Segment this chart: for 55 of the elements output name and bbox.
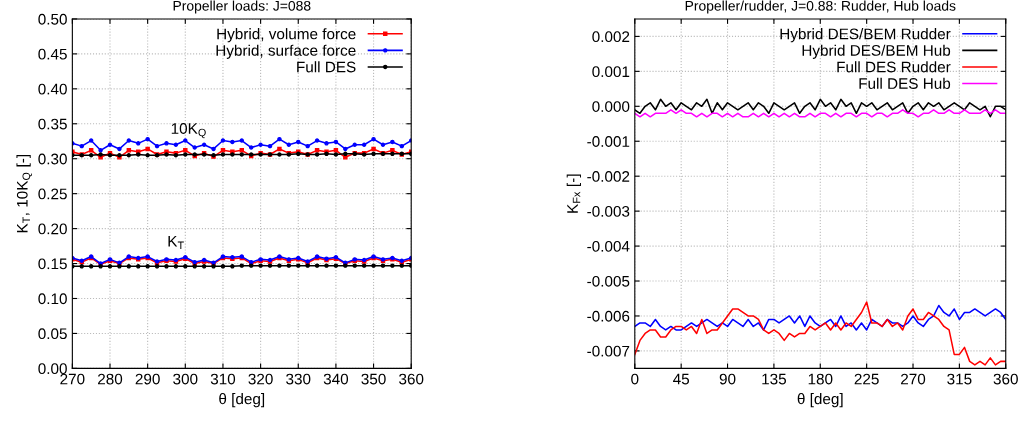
x-tick-label: 225 — [854, 373, 879, 385]
y-tick-label: 0.50 — [38, 13, 67, 25]
y-axis-title: K$_{T}$, 10K$_{Q}$ [-] — [16, 155, 32, 233]
x-tick-label: 135 — [762, 373, 787, 385]
y-tick-label: -0.006 — [587, 310, 630, 322]
x-tick-label: 300 — [173, 373, 198, 385]
x-tick-label: 330 — [286, 373, 311, 385]
y-tick-label: -0.005 — [587, 275, 630, 287]
legend-label: Hybrid, volume force — [217, 28, 356, 43]
y-tick-label: 0.20 — [38, 223, 67, 235]
annotation: 10K$_{Q}$ — [171, 123, 206, 139]
x-axis-title: θ [deg] — [219, 393, 265, 408]
y-tick-label: -0.007 — [587, 345, 630, 357]
legend-label: Full DES — [297, 61, 356, 73]
annotation: K$_{T}$ — [168, 235, 184, 249]
x-axis-title: θ [deg] — [797, 393, 843, 408]
y-axis-title: K$_{Fx}$ [-] — [566, 174, 581, 213]
x-tick-label: 290 — [135, 373, 160, 385]
y-tick-label: -0.004 — [587, 240, 630, 252]
legend-label: Hybrid DES/BEM Hub — [802, 44, 951, 59]
x-tick-label: 360 — [993, 373, 1018, 385]
chart-title: Propeller loads: J=088 — [173, 0, 311, 14]
y-tick-label: 0.000 — [592, 101, 630, 112]
x-tick-label: 350 — [361, 373, 386, 385]
x-tick-label: 315 — [947, 373, 972, 385]
y-tick-label: 0.002 — [592, 31, 630, 43]
chart-title: Propeller/rudder, J=0.88: Rudder, Hub loads — [685, 0, 956, 14]
y-tick-label: 0.05 — [38, 328, 67, 340]
x-tick-label: 45 — [673, 373, 690, 385]
y-tick-label: 0.45 — [38, 48, 67, 60]
y-tick-label: -0.002 — [587, 171, 630, 182]
y-tick-label: 0.10 — [38, 293, 67, 305]
y-tick-label: 0.001 — [592, 66, 630, 78]
x-tick-label: 280 — [98, 373, 123, 385]
x-tick-label: 270 — [60, 373, 85, 385]
y-tick-label: 0.30 — [38, 153, 67, 165]
x-tick-label: 360 — [399, 373, 424, 385]
y-tick-label: 0.40 — [38, 83, 67, 95]
y-tick-label: -0.001 — [587, 136, 630, 147]
y-tick-label: 0.35 — [38, 118, 67, 130]
x-tick-label: 320 — [248, 373, 273, 385]
y-tick-label: 0.15 — [38, 258, 67, 270]
x-tick-label: 90 — [719, 373, 736, 385]
y-tick-label: 0.25 — [38, 188, 67, 200]
legend-label: Full DES Rudder — [837, 61, 951, 73]
legend-label: Hybrid DES/BEM Rudder — [780, 28, 951, 43]
legend-label: Full DES Hub — [859, 77, 951, 89]
y-tick-label: 0.00 — [38, 363, 67, 375]
x-tick-label: 180 — [808, 373, 833, 385]
legend-label: Hybrid, surface force — [216, 44, 356, 59]
y-tick-label: -0.003 — [587, 206, 630, 217]
x-tick-label: 310 — [210, 373, 236, 385]
x-tick-label: 270 — [901, 373, 926, 385]
x-tick-label: 340 — [323, 373, 349, 385]
x-tick-label: 0 — [631, 373, 639, 385]
